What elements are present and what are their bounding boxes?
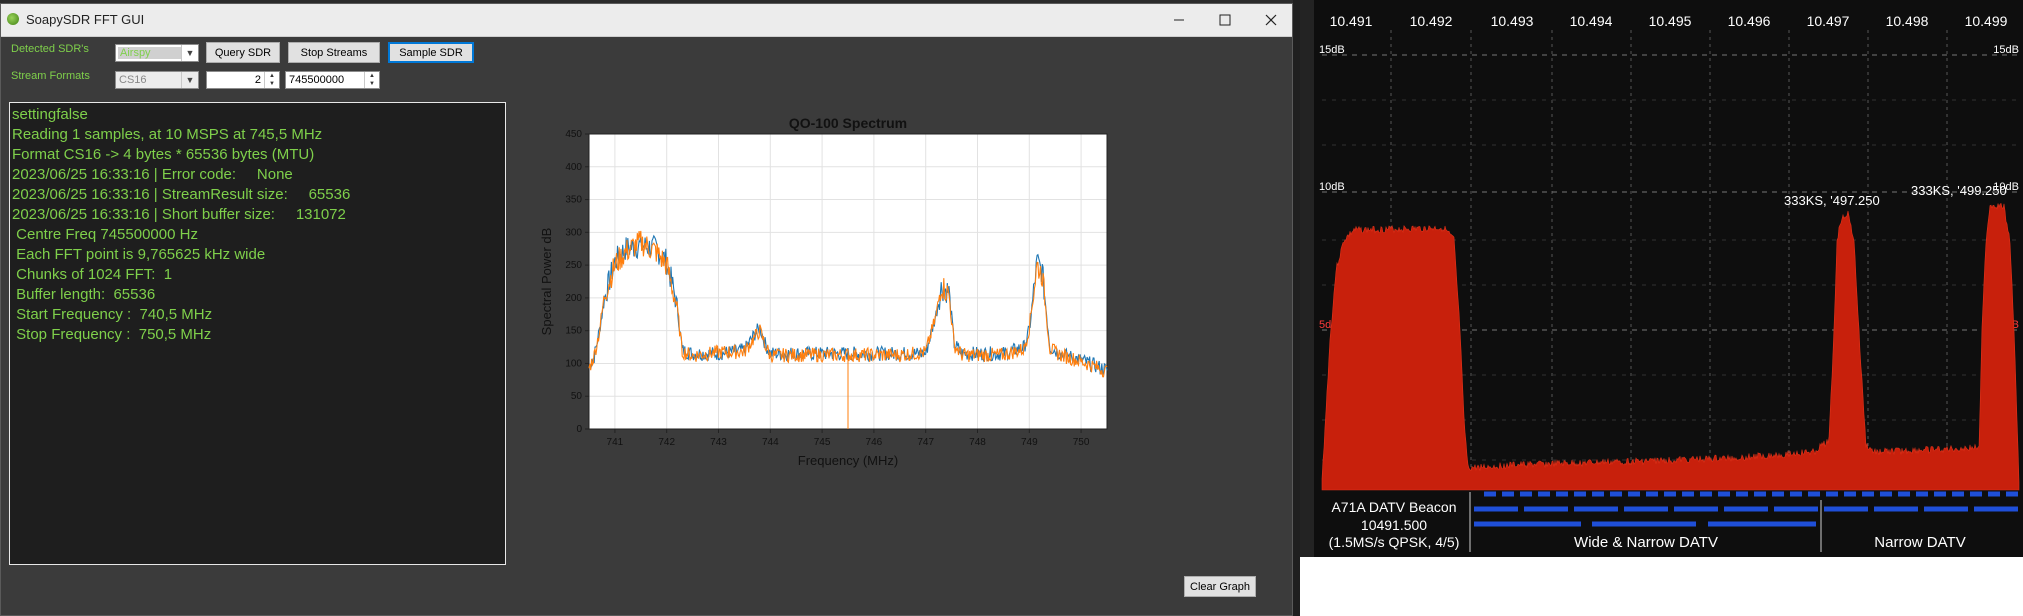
beacon-label: 10491.500 xyxy=(1361,517,1427,533)
title-bar[interactable]: SoapySDR FFT GUI xyxy=(1,4,1292,37)
minimize-icon xyxy=(1174,19,1184,21)
stream-format-combo[interactable]: CS16 ▼ xyxy=(115,71,199,89)
x-axis-label: Frequency (MHz) xyxy=(798,453,898,468)
y-tick-label: 100 xyxy=(565,358,582,369)
console-log[interactable]: settingfalse Reading 1 samples, at 10 MS… xyxy=(9,102,506,565)
spinner-arrows-icon[interactable]: ▲ ▼ xyxy=(364,72,379,88)
console-line: Reading 1 samples, at 10 MSPS at 745,5 M… xyxy=(12,126,323,143)
minimize-button[interactable] xyxy=(1156,4,1202,36)
samples-value: 2 xyxy=(254,74,261,86)
console-line: Centre Freq 745500000 Hz xyxy=(12,226,198,243)
y-tick-label: 300 xyxy=(565,227,582,238)
app-icon xyxy=(7,13,19,25)
x-tick-label: 744 xyxy=(762,437,779,448)
series-line xyxy=(588,230,1108,378)
frequency-label: 10.494 xyxy=(1570,13,1613,29)
console-line: Each FFT point is 9,765625 kHz wide xyxy=(12,246,266,263)
series-2 xyxy=(588,230,1108,378)
signal-label: 333KS, '499.250 xyxy=(1911,183,2007,198)
frequency-label: 10.492 xyxy=(1410,13,1453,29)
panel-gap xyxy=(1300,0,1314,557)
x-tick-label: 748 xyxy=(969,437,986,448)
sample-sdr-button[interactable]: Sample SDR xyxy=(388,42,474,63)
spectrum-trace xyxy=(1321,202,2020,491)
y-tick-label: 250 xyxy=(565,260,582,271)
close-icon xyxy=(1265,14,1277,26)
x-tick-label: 745 xyxy=(814,437,831,448)
window-title: SoapySDR FFT GUI xyxy=(26,12,145,27)
x-tick-label: 746 xyxy=(866,437,883,448)
beacon-label: (1.5MS/s QPSK, 4/5) xyxy=(1329,534,1460,550)
spectrum-chart-svg: QO-100 Spectrum 741 742 743 744 745 746 747 748 7… xyxy=(531,104,1271,564)
console-line: Stop Frequency : 750,5 MHz xyxy=(12,326,212,343)
maximize-icon xyxy=(1219,14,1231,26)
maximize-button[interactable] xyxy=(1202,4,1248,36)
y-tick-label: 200 xyxy=(565,293,582,304)
panel-footer xyxy=(1300,557,2023,616)
detected-sdr-value: Airspy xyxy=(118,47,182,59)
clear-graph-button[interactable]: Clear Graph xyxy=(1184,576,1256,597)
db-label-right: 10dB xyxy=(1993,181,2019,193)
console-line: 2023/06/25 16:33:16 | Short buffer size:… xyxy=(12,206,346,223)
frequency-label: 10.491 xyxy=(1330,13,1373,29)
query-sdr-button[interactable]: Query SDR xyxy=(206,42,280,63)
y-tick-label: 0 xyxy=(576,424,582,435)
spectrum-chart: QO-100 Spectrum 741 742 743 744 745 746 747 748 7… xyxy=(531,104,1271,564)
y-tick-label: 50 xyxy=(571,391,583,402)
detected-sdrs-label: Detected SDR's xyxy=(11,43,89,55)
chevron-down-icon: ▼ xyxy=(181,72,198,88)
narrow-label: Narrow DATV xyxy=(1874,534,1965,551)
db-label-left: 10dB xyxy=(1319,181,1345,193)
y-tick-label: 150 xyxy=(565,326,582,337)
y-tick-label: 350 xyxy=(565,195,582,206)
x-tick-label: 749 xyxy=(1021,437,1038,448)
wideband-spectrum-panel: 10.491 10.492 10.493 10.494 10.495 10.496 10.4… xyxy=(1314,0,2023,557)
centre-frequency-spinner[interactable]: 745500000 ▲ ▼ xyxy=(285,71,380,89)
console-line: Buffer length: 65536 xyxy=(12,286,156,303)
console-line: 2023/06/25 16:33:16 | Error code: None xyxy=(12,166,293,183)
frequency-label: 10.493 xyxy=(1491,13,1534,29)
chevron-down-icon: ▼ xyxy=(181,45,198,61)
wideband-spectrum-svg: 10.491 10.492 10.493 10.494 10.495 10.496 10.4… xyxy=(1314,0,2023,557)
y-axis-label: Spectral Power dB xyxy=(539,228,554,336)
x-tick-label: 743 xyxy=(710,437,727,448)
close-button[interactable] xyxy=(1248,4,1294,36)
frequency-label: 10.497 xyxy=(1807,13,1850,29)
db-label-left: 15dB xyxy=(1319,44,1345,56)
frequency-label: 10.498 xyxy=(1886,13,1929,29)
x-tick-label: 747 xyxy=(917,437,934,448)
spinner-arrows-icon[interactable]: ▲ ▼ xyxy=(264,72,279,88)
samples-spinner[interactable]: 2 ▲ ▼ xyxy=(206,71,280,89)
console-line: Start Frequency : 740,5 MHz xyxy=(12,306,213,323)
wide-narrow-label: Wide & Narrow DATV xyxy=(1574,534,1718,551)
chart-title: QO-100 Spectrum xyxy=(789,115,907,131)
taskbar-strip xyxy=(0,0,1300,4)
console-line: 2023/06/25 16:33:16 | StreamResult size:… xyxy=(12,186,351,203)
frequency-label: 10.495 xyxy=(1649,13,1692,29)
y-tick-label: 400 xyxy=(565,162,582,173)
x-tick-label: 750 xyxy=(1073,437,1090,448)
stream-formats-label: Stream Formats xyxy=(11,70,90,82)
console-line: settingfalse xyxy=(12,106,88,123)
y-tick-label: 450 xyxy=(565,129,582,140)
detected-sdr-combo[interactable]: Airspy ▼ xyxy=(115,44,199,62)
app-window: SoapySDR FFT GUI Detected SDR's Airspy ▼… xyxy=(0,3,1293,616)
console-line: Format CS16 -> 4 bytes * 65536 bytes (MT… xyxy=(12,146,315,163)
x-tick-label: 741 xyxy=(607,437,624,448)
stop-streams-button[interactable]: Stop Streams xyxy=(288,42,380,63)
db-label-right: 15dB xyxy=(1993,44,2019,56)
x-tick-label: 742 xyxy=(658,437,675,448)
frequency-label: 10.496 xyxy=(1728,13,1771,29)
centre-frequency-value: 745500000 xyxy=(289,74,345,86)
stream-format-value: CS16 xyxy=(119,74,147,86)
frequency-label: 10.499 xyxy=(1965,13,2008,29)
signal-label: 333KS, '497.250 xyxy=(1784,193,1880,208)
console-line: Chunks of 1024 FFT: 1 xyxy=(12,266,173,283)
beacon-label: A71A DATV Beacon xyxy=(1331,499,1456,515)
